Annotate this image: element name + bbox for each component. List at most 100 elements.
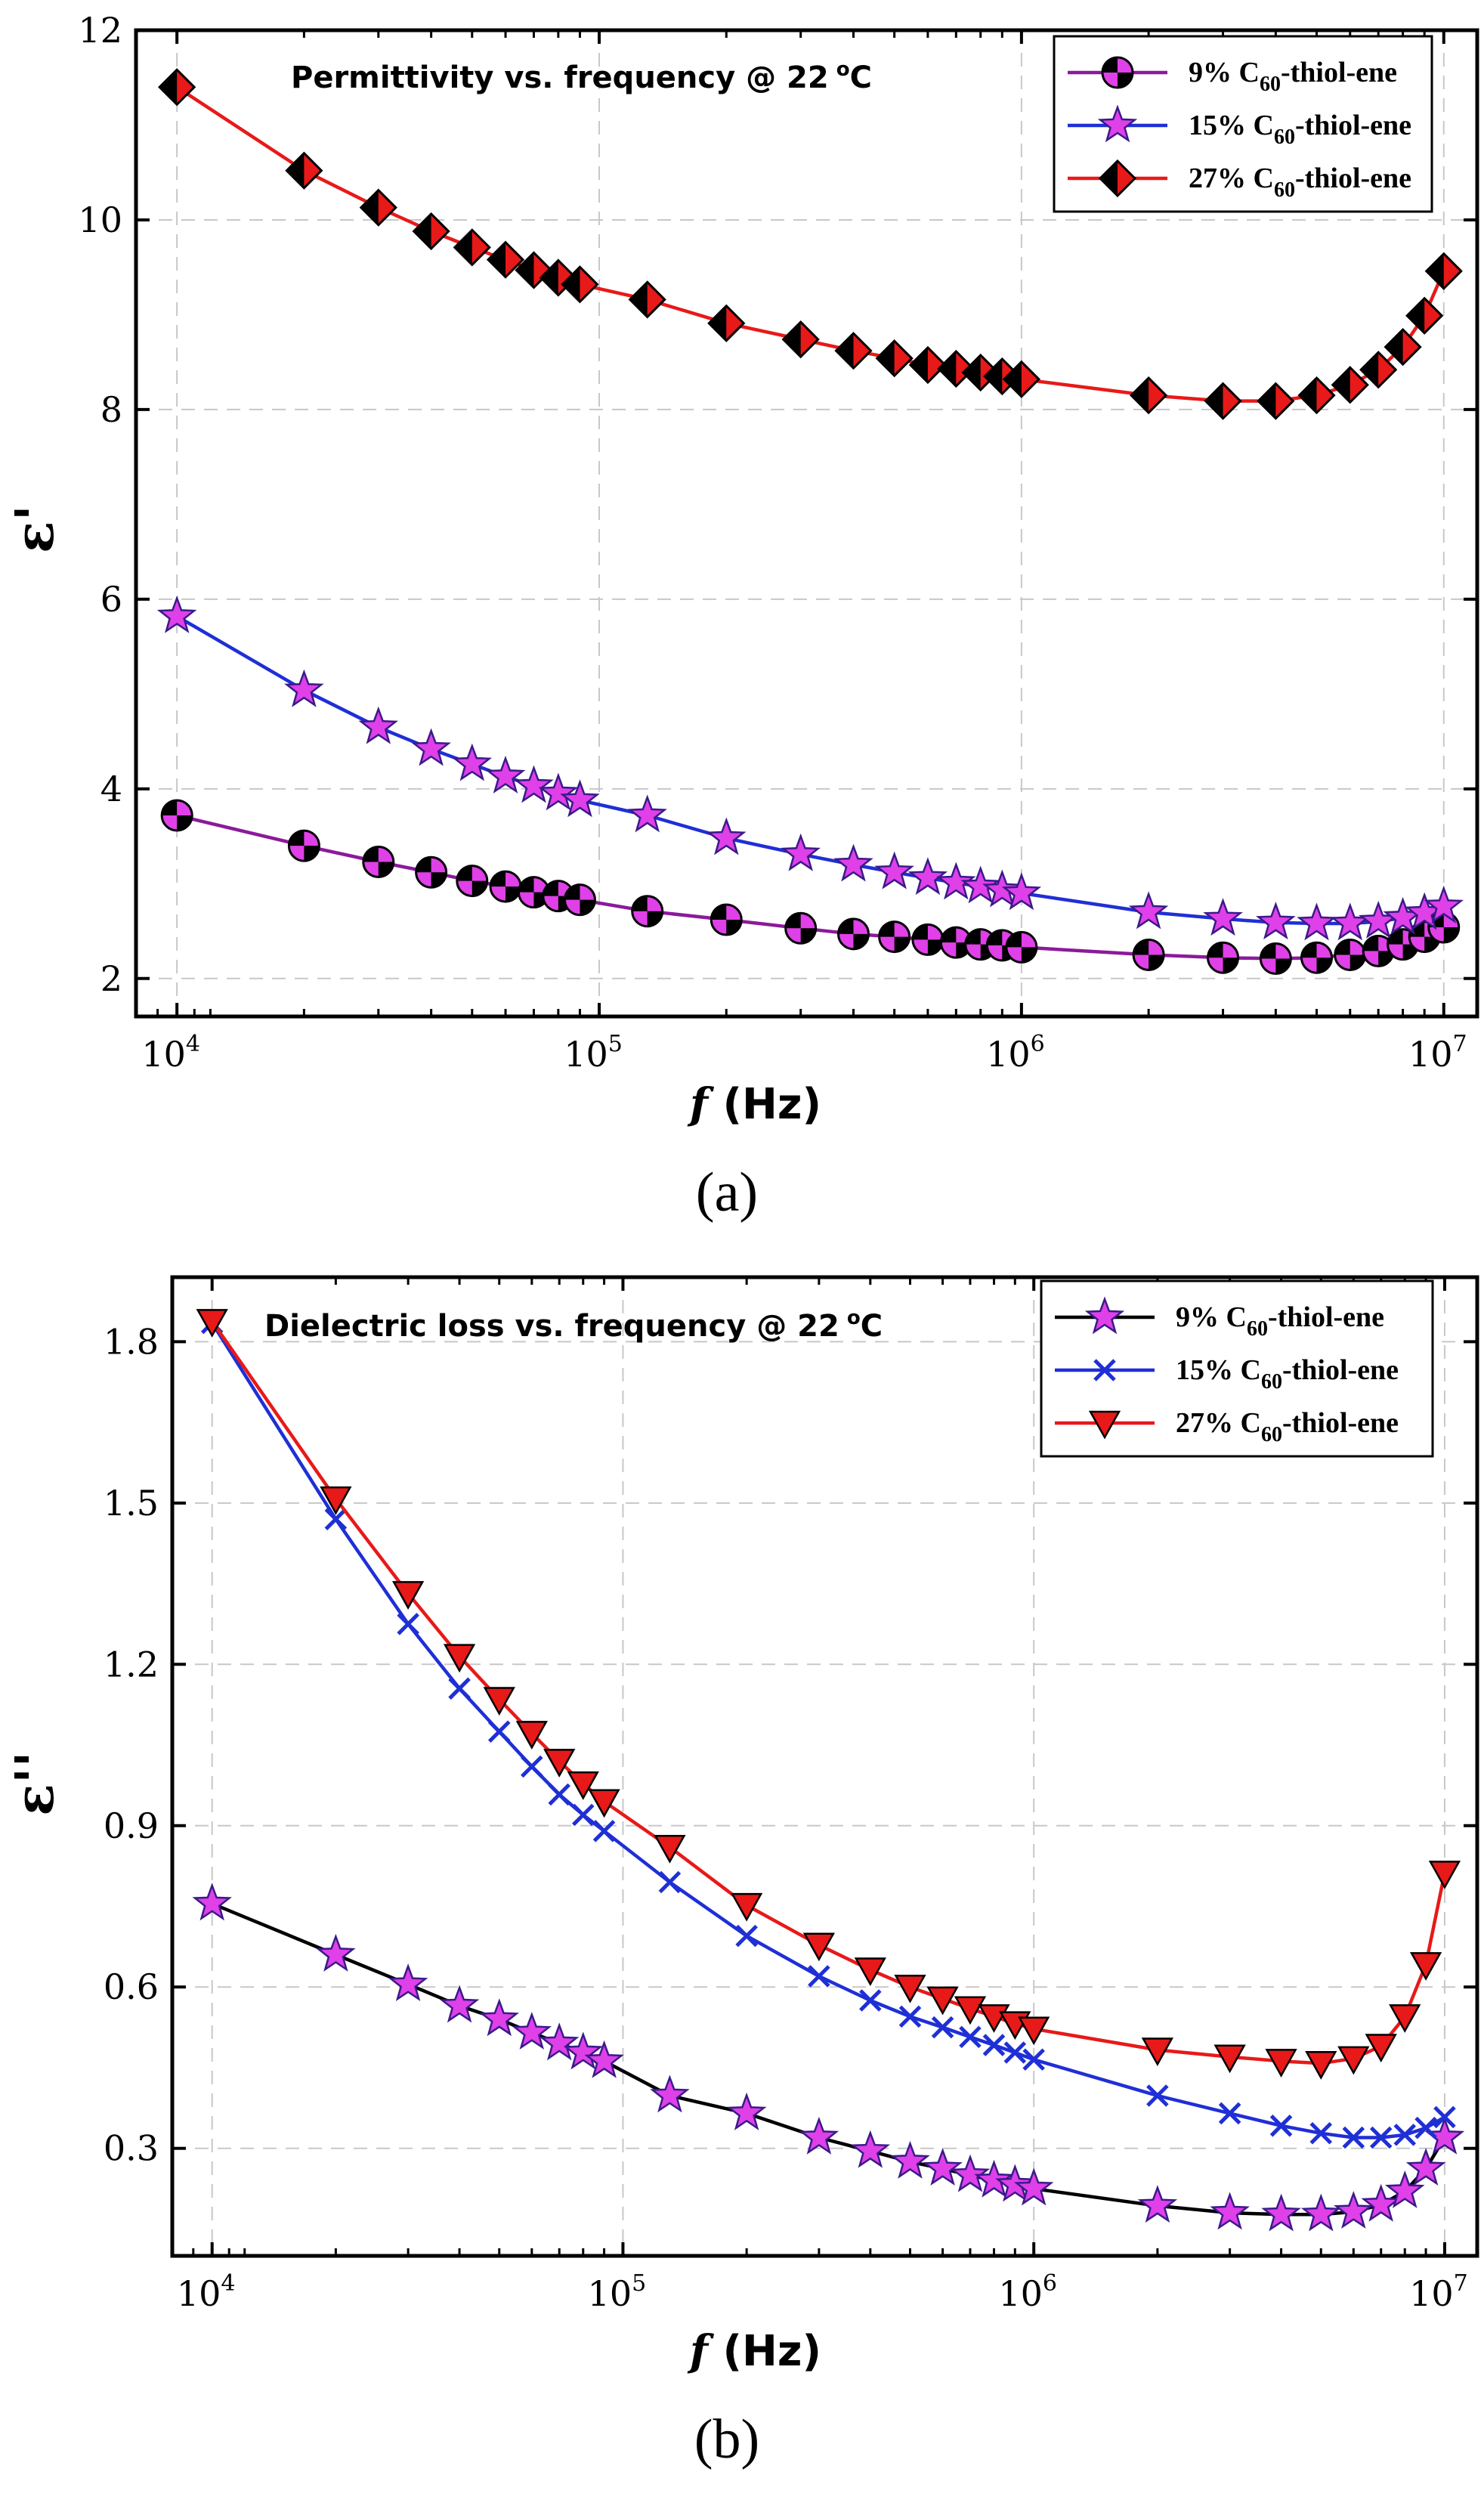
panel-b-series-0-point bbox=[1261, 2193, 1301, 2232]
panel-b-series-1-point bbox=[1369, 2126, 1393, 2149]
panel-a-legend-swatch-marker bbox=[1101, 56, 1134, 89]
panel-b-series-1 bbox=[200, 1311, 1456, 2149]
panel-a-y-tick-label: 12 bbox=[78, 10, 122, 51]
panel-b-series-2-point bbox=[1337, 2046, 1370, 2075]
panel-a-legend-entry-0: 9% C60-thiol-ene bbox=[1068, 56, 1397, 96]
panel-a-series-1-point bbox=[1203, 898, 1243, 936]
panel-a-series bbox=[156, 68, 1464, 975]
panel-a-title-unit: C bbox=[850, 60, 872, 95]
panel-b-grid bbox=[172, 1277, 1477, 2256]
panel-a-legend-label: 15% C60-thiol-ene bbox=[1189, 110, 1411, 149]
panel-b-series-1-point bbox=[931, 2016, 954, 2039]
panel-a-series-1-point bbox=[874, 851, 914, 889]
panel-b-series-2-point bbox=[730, 1892, 763, 1922]
panel-a-title-main: Permittivity vs. frequency @ 22 bbox=[291, 60, 829, 95]
panel-b-ticks: 0.3 0.6 0.9 1.2 1.5 1.8 104 105 106 107 bbox=[104, 1277, 1477, 2314]
panel-b-series-1-point bbox=[658, 1870, 682, 1894]
panel-b-series-1-point bbox=[1269, 2115, 1293, 2137]
panel-a-x-tick-label: 104 bbox=[141, 1031, 200, 1075]
panel-b-series-0-line bbox=[211, 1901, 1446, 2217]
panel-b-series-2-point bbox=[802, 1932, 836, 1962]
panel-a-series-2-point bbox=[1002, 360, 1041, 398]
panel-b-series-0-point bbox=[192, 1883, 232, 1921]
panel-a-series-1-point bbox=[982, 869, 1022, 908]
panel-b-legend-label: 9% C60-thiol-ene bbox=[1176, 1301, 1384, 1341]
panel-b-legend-swatch-marker bbox=[1093, 1359, 1116, 1381]
panel-a-series-0-point bbox=[1207, 941, 1240, 974]
panel-a-series-0-point bbox=[160, 799, 193, 832]
panel-b-series-2-point bbox=[654, 1834, 686, 1864]
panel-b-chart-title: Dielectric loss vs. frequency @ 22 oC bbox=[264, 1307, 883, 1344]
panel-a-x-tick-label: 105 bbox=[564, 1031, 623, 1075]
panel-a-series-1-point bbox=[706, 817, 747, 855]
panel-a-series-1-point bbox=[627, 794, 667, 833]
panel-b-y-tick-label: 0.9 bbox=[104, 1805, 159, 1846]
panel-b-y-axis-label: ε'' bbox=[3, 1751, 66, 1815]
panel-b-series-1-point bbox=[1342, 2126, 1365, 2149]
panel-a-series-0-point bbox=[1334, 938, 1367, 971]
panel-b-series-1-point bbox=[859, 1989, 882, 2012]
panel-a: 2 4 6 8 10 12 104 105 106 107 ε' f (Hz) Permittiv… bbox=[3, 10, 1479, 1224]
panel-b-series-0-point bbox=[539, 2022, 580, 2061]
panel-b-series-0-point bbox=[1334, 2191, 1374, 2229]
panel-b-series-0-point bbox=[923, 2148, 963, 2186]
panel-a-series-0-point bbox=[362, 845, 395, 878]
panel-b-y-tick-label: 1.2 bbox=[104, 1644, 159, 1685]
panel-a-series-2-point bbox=[1359, 351, 1398, 389]
panel-b-series-2-point bbox=[1409, 1952, 1442, 1981]
panel-a-series-2-point bbox=[707, 304, 746, 342]
panel-b-series-1-point bbox=[1433, 2105, 1456, 2129]
panel-a-series-1 bbox=[156, 595, 1464, 941]
panel-b-series-0-point bbox=[388, 1963, 428, 2002]
panel-b-series-2-point bbox=[1141, 2037, 1174, 2067]
panel-b-series-0-point bbox=[1361, 2183, 1401, 2222]
panel-a-caption-label: (a) bbox=[696, 1162, 758, 1224]
panel-b-series-2-point bbox=[1305, 2051, 1337, 2080]
panel-a-series-2-point bbox=[561, 265, 599, 304]
panel-a-series-1-point bbox=[411, 728, 451, 766]
panel-b-series-2-point bbox=[954, 1996, 987, 2025]
panel-a-series-0-point bbox=[878, 920, 911, 954]
panel-b-series-2-point bbox=[1213, 2044, 1246, 2074]
panel-b-series-2-point bbox=[391, 1581, 425, 1610]
panel-b-series-1-point bbox=[808, 1965, 830, 1988]
panel-b-legend-entry-0: 9% C60-thiol-ene bbox=[1055, 1296, 1384, 1341]
panel-a-series-0-point bbox=[784, 911, 818, 945]
panel-a-series-2-point bbox=[1384, 327, 1422, 367]
panel-b-series-2-point bbox=[443, 1644, 476, 1673]
panel-b-series-0-point bbox=[479, 1998, 520, 2037]
panel-a-series-0-point bbox=[710, 903, 743, 936]
panel-b-series-0-point bbox=[799, 2116, 839, 2155]
panel-a-series-0-point bbox=[517, 876, 550, 909]
panel-b-series-1-point bbox=[735, 1924, 758, 1948]
panel-b-legend: 9% C60-thiol-ene 15% C60-thiol-ene 27% C60… bbox=[1040, 1279, 1434, 1458]
panel-a-series-2-point bbox=[486, 240, 525, 279]
panel-b-y-tick-label: 1.5 bbox=[104, 1483, 159, 1524]
panel-b-title-unit: C bbox=[861, 1309, 883, 1344]
panel-a-series-2-point bbox=[1331, 366, 1369, 404]
panel-a-y-tick-label: 10 bbox=[78, 200, 122, 240]
panel-b-legend-entry-2: 27% C60-thiol-ene bbox=[1055, 1407, 1399, 1446]
panel-a-series-2-point bbox=[412, 212, 450, 251]
panel-a-series-2-point bbox=[834, 332, 873, 370]
panel-b-series-2-point bbox=[567, 1771, 599, 1800]
panel-b-y-tick-label: 0.6 bbox=[104, 1966, 159, 2007]
panel-b-series-0-point bbox=[950, 2154, 991, 2192]
panel-a-series-1-point bbox=[833, 843, 873, 882]
panel-b-legend-swatch-marker bbox=[1084, 1296, 1125, 1335]
panel-a-series-2-point bbox=[781, 320, 820, 359]
panel-b-series-0-point bbox=[850, 2130, 891, 2168]
panel-a-series-2-point bbox=[1257, 382, 1295, 420]
panel-a-series-0-point bbox=[1300, 941, 1334, 974]
panel-b-series-1-point bbox=[1393, 2124, 1417, 2146]
panel-a-legend-swatch-marker bbox=[1098, 159, 1137, 198]
panel-b-series-0-point bbox=[650, 2074, 690, 2113]
panel-a-series-2-point bbox=[1405, 296, 1444, 335]
panel-b-x-tick-label: 104 bbox=[177, 2270, 236, 2314]
panel-b-series-1-line bbox=[210, 1322, 1446, 2139]
panel-a-legend-swatch-marker bbox=[1097, 104, 1138, 143]
panel-a-series-2-point bbox=[359, 188, 397, 227]
panel-b-x-axis-label: f (Hz) bbox=[687, 2326, 821, 2376]
panel-a-legend-entry-2: 27% C60-thiol-ene bbox=[1068, 159, 1411, 202]
